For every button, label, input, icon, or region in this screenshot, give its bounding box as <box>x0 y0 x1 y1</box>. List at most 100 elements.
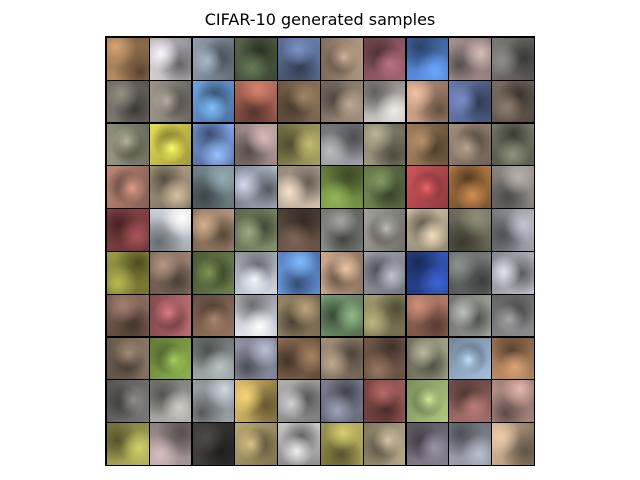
sample-image <box>406 294 449 337</box>
sample-image <box>363 380 406 422</box>
sample-image <box>492 380 534 422</box>
sample-image <box>192 80 235 123</box>
sample-image <box>321 166 363 208</box>
sample-image <box>492 166 534 208</box>
sample-image <box>107 80 149 123</box>
sample-image <box>278 380 320 422</box>
sample-image <box>492 123 534 166</box>
sample-image <box>363 337 406 380</box>
sample-image <box>235 209 277 251</box>
sample-image <box>149 423 192 465</box>
sample-image <box>235 380 277 422</box>
sample-image <box>321 80 363 123</box>
sample-image <box>278 252 320 294</box>
sample-image <box>406 80 449 123</box>
sample-image <box>449 423 491 465</box>
sample-image <box>107 123 149 166</box>
sample-image <box>492 209 534 251</box>
sample-image <box>321 423 363 465</box>
sample-image <box>492 423 534 465</box>
sample-image <box>107 38 149 80</box>
sample-image <box>406 38 449 80</box>
sample-image <box>321 294 363 337</box>
sample-image <box>449 337 491 380</box>
sample-image <box>321 252 363 294</box>
sample-image <box>492 80 534 123</box>
sample-grid <box>105 36 535 466</box>
sample-image <box>149 166 192 208</box>
sample-image <box>149 38 192 80</box>
sample-image <box>449 294 491 337</box>
sample-image <box>235 337 277 380</box>
sample-image <box>278 423 320 465</box>
sample-image <box>492 337 534 380</box>
sample-image <box>192 38 235 80</box>
sample-image <box>192 337 235 380</box>
sample-image <box>406 123 449 166</box>
sample-image <box>449 123 491 166</box>
sample-image <box>363 252 406 294</box>
sample-image <box>449 252 491 294</box>
sample-image <box>278 38 320 80</box>
sample-image <box>235 294 277 337</box>
sample-image <box>278 80 320 123</box>
sample-image <box>149 209 192 251</box>
sample-image <box>235 123 277 166</box>
sample-image <box>406 209 449 251</box>
sample-image <box>492 252 534 294</box>
sample-image <box>406 166 449 208</box>
sample-image <box>107 423 149 465</box>
sample-image <box>321 380 363 422</box>
sample-image <box>363 38 406 80</box>
sample-image <box>192 294 235 337</box>
sample-image <box>406 252 449 294</box>
sample-image <box>449 38 491 80</box>
sample-image <box>107 294 149 337</box>
sample-image <box>192 166 235 208</box>
sample-image <box>235 80 277 123</box>
sample-image <box>363 209 406 251</box>
sample-image <box>278 209 320 251</box>
sample-image <box>449 209 491 251</box>
sample-image <box>149 123 192 166</box>
sample-image <box>406 337 449 380</box>
sample-image <box>235 252 277 294</box>
sample-image <box>278 337 320 380</box>
sample-image <box>192 423 235 465</box>
sample-image <box>406 423 449 465</box>
sample-image <box>149 80 192 123</box>
sample-image <box>235 38 277 80</box>
sample-image <box>107 380 149 422</box>
sample-image <box>363 423 406 465</box>
sample-image <box>192 209 235 251</box>
sample-image <box>321 123 363 166</box>
sample-image <box>321 337 363 380</box>
sample-image <box>449 166 491 208</box>
sample-image <box>363 166 406 208</box>
sample-image <box>107 252 149 294</box>
sample-image <box>363 80 406 123</box>
figure-title: CIFAR-10 generated samples <box>204 10 436 29</box>
sample-image <box>235 166 277 208</box>
sample-image <box>363 294 406 337</box>
sample-image <box>321 38 363 80</box>
sample-image <box>107 209 149 251</box>
sample-image <box>278 123 320 166</box>
sample-image <box>192 380 235 422</box>
sample-image <box>406 380 449 422</box>
sample-image <box>107 166 149 208</box>
sample-image <box>492 38 534 80</box>
sample-image <box>149 380 192 422</box>
sample-image <box>278 166 320 208</box>
sample-image <box>107 337 149 380</box>
sample-image <box>149 294 192 337</box>
sample-image <box>449 80 491 123</box>
sample-image <box>149 337 192 380</box>
sample-image <box>449 380 491 422</box>
sample-image <box>235 423 277 465</box>
sample-image <box>149 252 192 294</box>
sample-image <box>278 294 320 337</box>
sample-image <box>363 123 406 166</box>
sample-image <box>321 209 363 251</box>
sample-image <box>492 294 534 337</box>
